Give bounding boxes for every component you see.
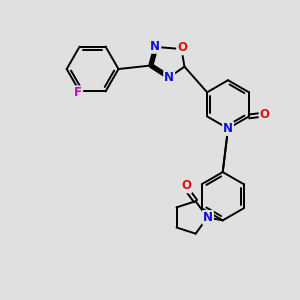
Text: N: N — [203, 211, 213, 224]
Text: O: O — [260, 109, 269, 122]
Text: N: N — [164, 71, 174, 84]
Text: N: N — [150, 40, 160, 53]
Text: O: O — [177, 41, 187, 54]
Text: N: N — [223, 122, 233, 135]
Text: F: F — [74, 86, 82, 99]
Text: O: O — [181, 179, 191, 192]
